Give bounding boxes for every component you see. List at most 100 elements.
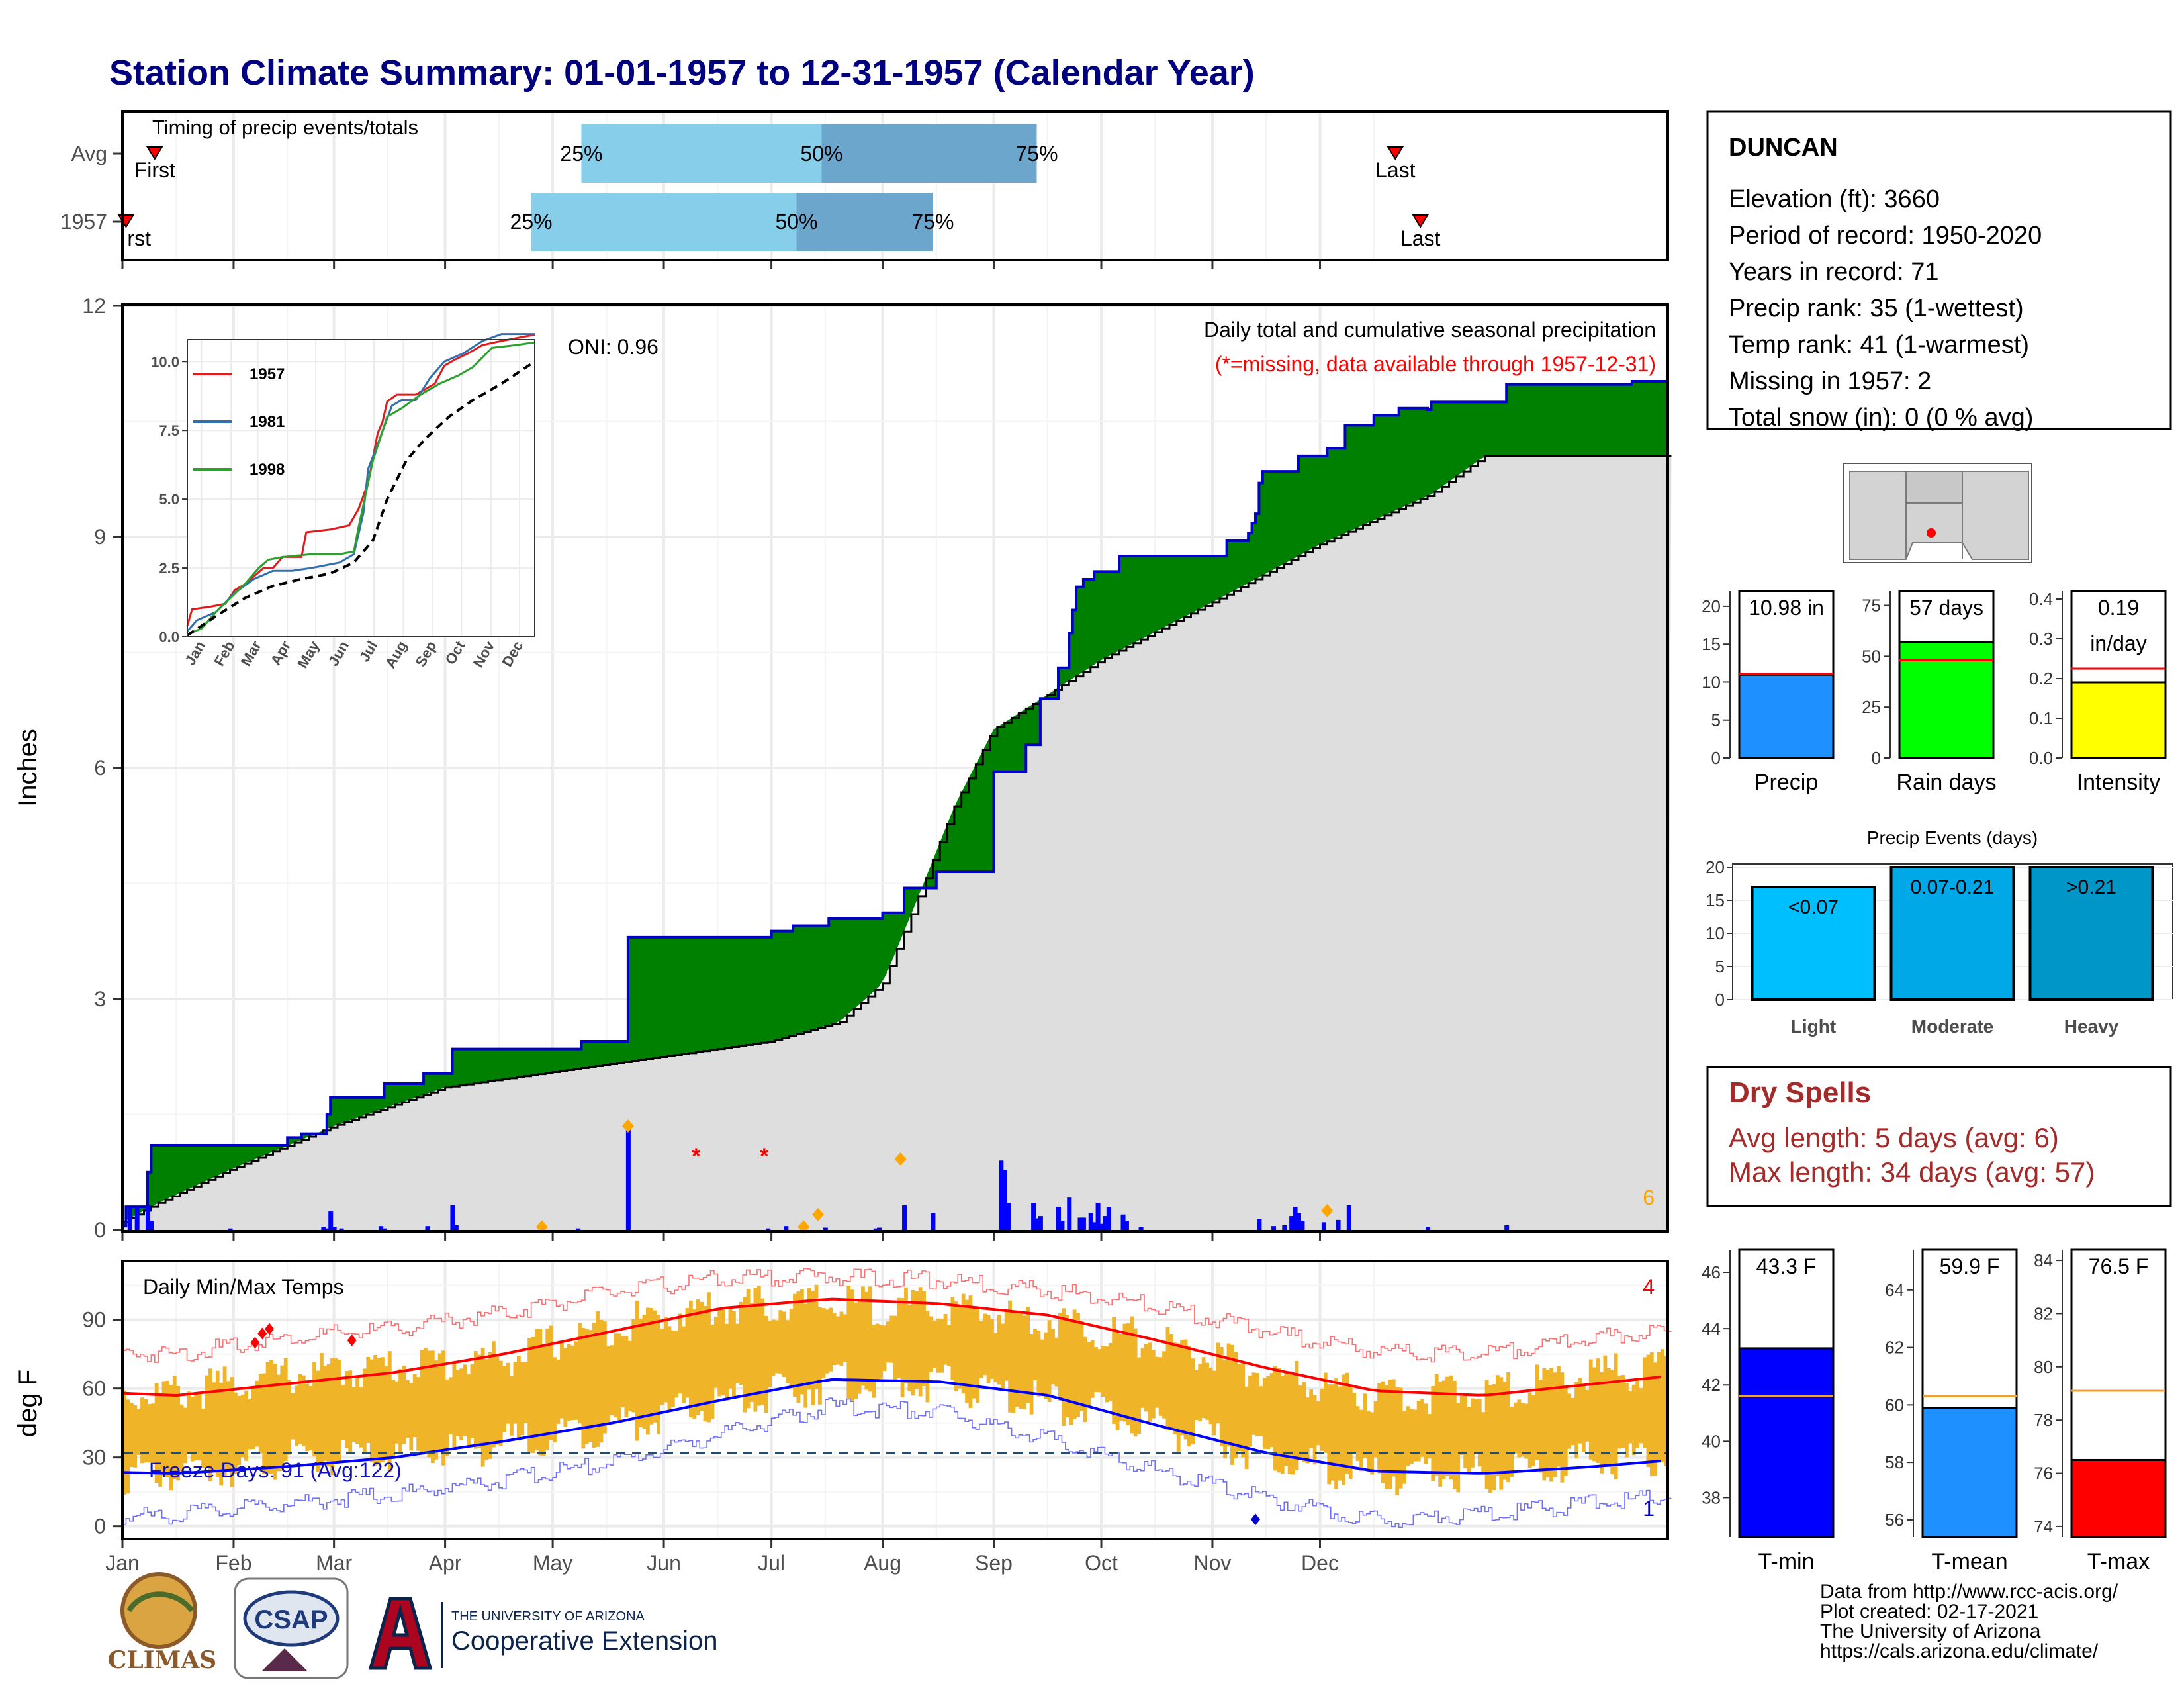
precip-axes: 0 3 6 9 12 <box>82 294 1321 1242</box>
daily-temp-bar <box>1388 1380 1392 1489</box>
daily-precip-bar <box>1038 1216 1043 1230</box>
daily-temp-bar <box>1330 1384 1335 1481</box>
credit-line-website: https://cals.arizona.edu/climate/ <box>1820 1640 2099 1662</box>
daily-temp-bar <box>972 1306 976 1399</box>
value-bar <box>2070 1458 2167 1538</box>
daily-temp-bar <box>1600 1372 1604 1474</box>
daily-temp-bar <box>1563 1385 1568 1476</box>
daily-temp-bar <box>1058 1313 1062 1401</box>
extreme-precip-marker <box>1321 1203 1334 1217</box>
timing-panel: Avg 25% 50% 75% First Last 1957 25% 50% 75% rst Las… <box>60 110 1669 269</box>
daily-precip-bar <box>823 1227 828 1230</box>
daily-precip-bar <box>328 1211 334 1230</box>
daily-precip-bar <box>332 1227 337 1230</box>
daily-temp-bar <box>958 1305 962 1389</box>
daily-temp-bar <box>1596 1358 1600 1464</box>
month-axis-label: Dec <box>1301 1551 1339 1575</box>
timing-last-label: Last <box>1375 158 1416 182</box>
inset-series-line <box>186 334 535 626</box>
daily-temp-bar <box>251 1387 255 1450</box>
timing-quartile-box-lower <box>531 193 797 251</box>
daily-temp-bar <box>351 1387 356 1442</box>
precip-y-tick-label: 6 <box>94 756 106 780</box>
daily-temp-bar <box>760 1298 765 1405</box>
daily-temp-bar <box>588 1330 593 1442</box>
daily-temp-bar <box>803 1303 808 1408</box>
record-temp-marker <box>1250 1513 1260 1526</box>
daily-temp-bar <box>631 1319 636 1413</box>
daily-temp-bar <box>743 1297 747 1413</box>
inset-x-tick-label: Nov <box>470 637 498 670</box>
daily-temp-bar <box>1581 1385 1586 1453</box>
timing-quartile-box-upper <box>796 193 933 251</box>
inset-x-tick-label: Jun <box>325 638 352 669</box>
daily-temp-bar <box>208 1368 212 1482</box>
daily-temp-bar <box>1477 1398 1482 1467</box>
daily-temp-bar <box>1624 1383 1629 1458</box>
daily-temp-bar <box>384 1366 388 1460</box>
daily-temp-bar <box>1438 1382 1443 1487</box>
timing-first-label: First <box>134 158 175 182</box>
precip-subheader: (*=missing, data available through 1957-… <box>1215 352 1656 376</box>
daily-temp-bar <box>1520 1403 1525 1457</box>
precip-events-chart: Precip Events (days) 0 5 10 15 20 <0.07 Light 0.… <box>1706 827 2173 1037</box>
bar-y-tick-label: 82 <box>2034 1303 2053 1323</box>
daily-temp-bar <box>635 1300 639 1441</box>
month-axis-label: Apr <box>429 1551 462 1575</box>
dry-spells-max-length: Max length: 34 days (avg: 57) <box>1729 1156 2095 1188</box>
bar-y-tick-label: 75 <box>1862 596 1881 616</box>
daily-temp-bar <box>1255 1373 1259 1436</box>
daily-temp-bar <box>1646 1354 1651 1468</box>
bar-category-label: T-max <box>2087 1549 2150 1574</box>
daily-precip-bar <box>382 1228 387 1230</box>
timing-title: Timing of precip events/totals <box>152 116 418 139</box>
daily-temp-bar <box>1076 1313 1080 1417</box>
bar-value-unit: in/day <box>2090 632 2146 655</box>
daily-temp-bar <box>756 1286 761 1406</box>
daily-temp-bar <box>1298 1385 1302 1458</box>
locator-map <box>1843 463 2032 563</box>
station-info-box: DUNCAN Elevation (ft): 3660 Period of rec… <box>1706 110 2172 432</box>
map-arizona <box>1905 471 1963 504</box>
daily-temp-bar <box>1198 1364 1203 1422</box>
daily-temp-bar <box>1044 1332 1048 1399</box>
daily-precip-bar <box>877 1227 882 1230</box>
daily-temp-bar <box>1284 1371 1289 1466</box>
daily-precip-bar <box>766 1228 771 1230</box>
station-detail-line: Period of record: 1950-2020 <box>1729 222 2042 250</box>
observed-cumulative-line <box>122 380 1669 1228</box>
ua-logo-bottom-text: Cooperative Extension <box>451 1626 717 1656</box>
freeze-days-label: Freeze Days: 91 (Avg:122) <box>149 1458 402 1482</box>
daily-temp-bar <box>1223 1360 1228 1458</box>
daily-temp-bar <box>649 1307 654 1425</box>
daily-temp-bar <box>1008 1300 1012 1413</box>
daily-temp-bar <box>599 1319 604 1443</box>
daily-temp-bar <box>516 1355 521 1441</box>
events-y-tick-label: 10 <box>1706 923 1725 943</box>
daily-precip-bar <box>1002 1170 1007 1230</box>
daily-temp-bar <box>334 1358 338 1461</box>
daily-temp-bar <box>1341 1374 1345 1486</box>
daily-temp-bar <box>1230 1344 1234 1465</box>
daily-temp-bar <box>1352 1392 1357 1452</box>
daily-temp-bar <box>295 1385 298 1446</box>
daily-temp-bar <box>1191 1358 1195 1445</box>
value-bar <box>1898 641 1995 759</box>
daily-temp-bar <box>850 1289 854 1402</box>
bar-y-tick-label: 40 <box>1702 1431 1721 1451</box>
dry-spells-box: Dry Spells Avg length: 5 days (avg: 6) M… <box>1706 1066 2172 1207</box>
record-temp-marker <box>265 1323 275 1335</box>
bar-y-tick-label: 10 <box>1702 672 1721 692</box>
daily-temp-bar <box>621 1336 625 1408</box>
daily-temp-bar <box>1517 1399 1522 1458</box>
daily-temp-bar <box>1148 1342 1152 1422</box>
temps-axes: 0 30 60 90 Jan Feb Mar Apr May Jun Jul Aug Sep Oct Nov… <box>82 1308 1339 1575</box>
daily-temp-bar <box>584 1329 589 1444</box>
inset-background <box>187 340 535 637</box>
daily-temp-bar <box>449 1377 453 1434</box>
month-axis-label: Feb <box>215 1551 251 1575</box>
daily-temp-bar <box>427 1350 432 1458</box>
daily-temp-bar <box>1402 1411 1406 1484</box>
daily-temp-bar <box>1355 1406 1360 1462</box>
daily-temp-bar <box>578 1323 582 1424</box>
